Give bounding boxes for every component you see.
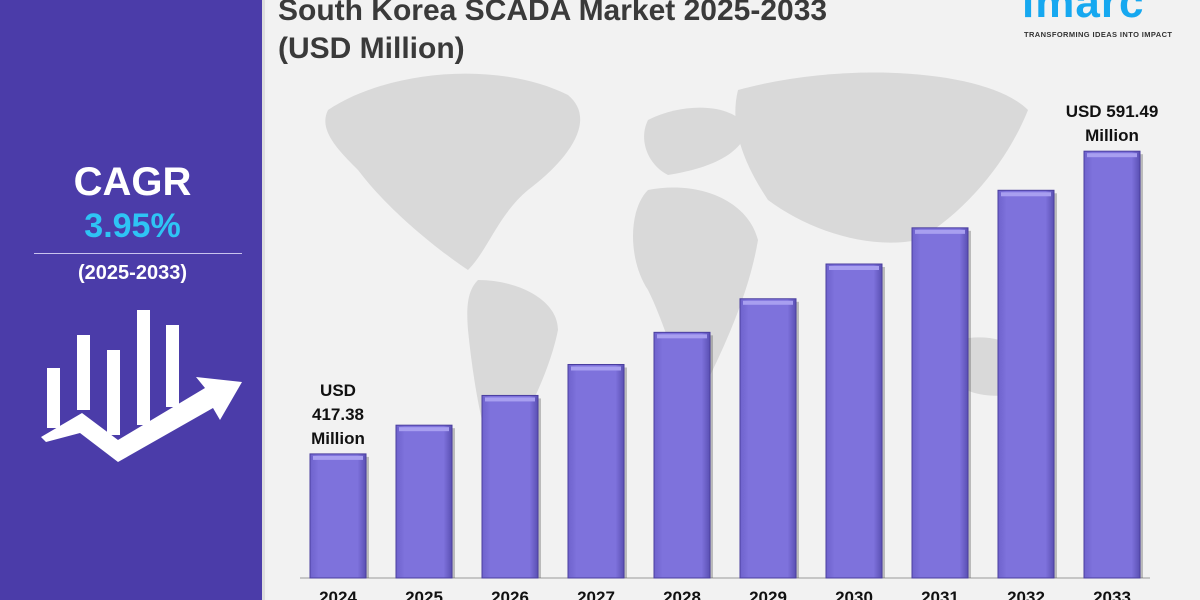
data-label: Million: [1085, 126, 1139, 145]
bar-2024: [309, 453, 367, 579]
x-tick-label: 2027: [577, 588, 615, 600]
bar-highlight: [399, 427, 449, 432]
data-label: Million: [311, 429, 365, 448]
bar-2033: [1083, 150, 1141, 579]
cagr-panel: CAGR 3.95% (2025-2033): [0, 0, 265, 600]
bar-2031: [911, 227, 969, 579]
data-label: USD: [320, 381, 356, 400]
bar-2027: [567, 363, 625, 579]
bar-2032: [997, 189, 1055, 579]
bar-highlight: [829, 266, 879, 271]
x-tick-label: 2031: [921, 588, 959, 600]
subtitle-line: (USD Million): [278, 32, 465, 65]
bar-highlight: [915, 229, 965, 234]
cagr-period: (2025-2033): [78, 262, 187, 284]
bar-highlight: [485, 397, 535, 402]
x-tick-label: 2025: [405, 588, 443, 600]
x-tick-label: 2029: [749, 588, 787, 600]
bar-highlight: [313, 455, 363, 460]
bar-highlight: [1087, 153, 1137, 158]
x-tick-label: 2028: [663, 588, 701, 600]
x-tick-label: 2032: [1007, 588, 1045, 600]
bar-2030: [825, 263, 883, 579]
bar-2025: [395, 424, 453, 579]
x-tick-label: 2033: [1093, 588, 1131, 600]
data-label: USD 591.49: [1066, 102, 1159, 121]
bar-2028: [653, 331, 711, 579]
world-map: [325, 72, 1038, 470]
bar-highlight: [571, 366, 621, 371]
bar-highlight: [1001, 192, 1051, 197]
cagr-label: CAGR: [73, 160, 192, 204]
data-label: 417.38: [312, 405, 364, 424]
title-line: South Korea SCADA Market 2025-2033: [278, 0, 828, 27]
imarc-logo: imarc: [1022, 0, 1145, 27]
cagr-value: 3.95%: [84, 207, 181, 245]
chart-title: South Korea SCADA Market 2025-2033 (USD …: [278, 0, 827, 68]
bar-highlight: [743, 300, 793, 305]
bar-highlight: [657, 334, 707, 339]
x-tick-label: 2026: [491, 588, 529, 600]
bar-2029: [739, 298, 797, 579]
bar-chart-growth-arrow-icon: [41, 310, 242, 462]
x-tick-label: 2024: [319, 588, 357, 600]
divider: [34, 253, 242, 254]
bar-2026: [481, 394, 539, 579]
x-tick-label: 2030: [835, 588, 873, 600]
logo-tagline: TRANSFORMING IDEAS INTO IMPACT: [1024, 30, 1173, 39]
